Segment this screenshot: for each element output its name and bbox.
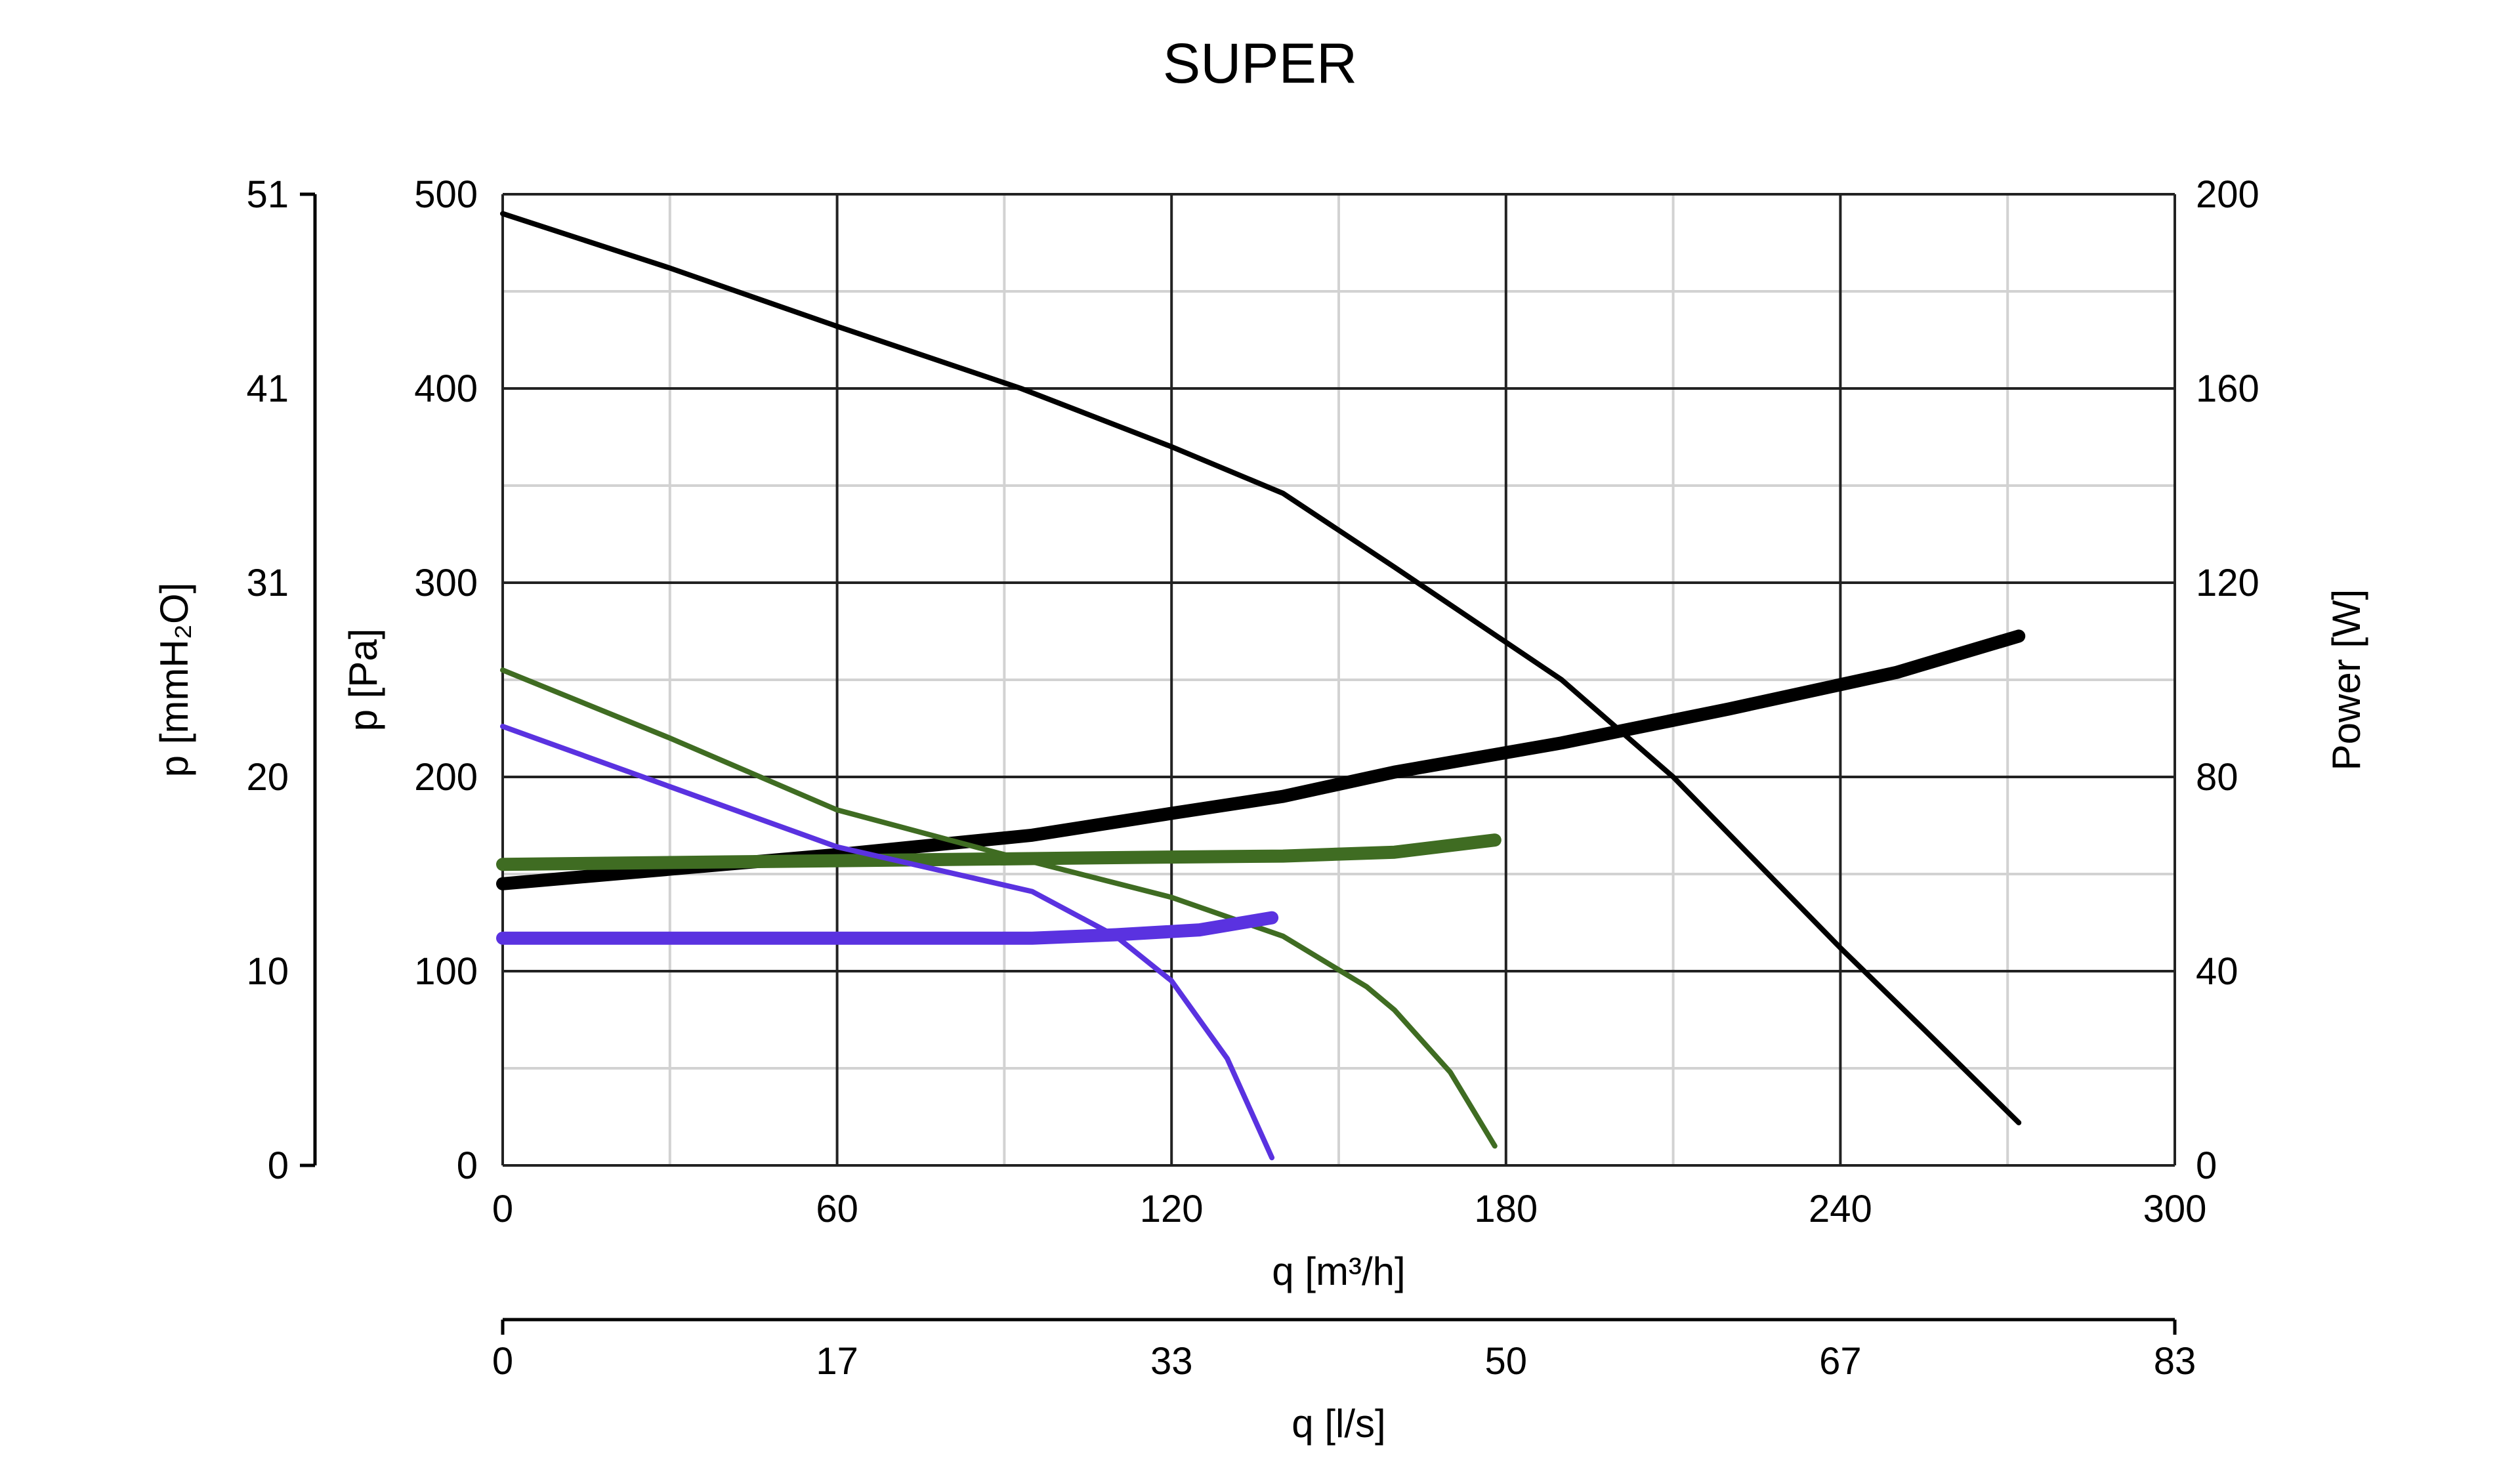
series-line-3 <box>500 667 1498 1149</box>
y-tick-label: 300 <box>414 562 478 604</box>
x-tick-label: 120 <box>1140 1188 1204 1230</box>
y3-tick-label: 120 <box>2196 562 2259 604</box>
axes <box>300 192 2177 1335</box>
y2-tick-label: 31 <box>246 562 289 604</box>
series-line-6 <box>496 911 1279 945</box>
x-tick-label: 180 <box>1474 1188 1538 1230</box>
y3-tick-label: 160 <box>2196 367 2259 410</box>
y3-tick-label: 40 <box>2196 950 2238 993</box>
y2-tick-label: 51 <box>246 173 289 216</box>
y3-axis-label: Power [W] <box>2324 589 2368 771</box>
x2-axis-label: q [l/s] <box>1292 1402 1385 1446</box>
x-tick-label: 60 <box>816 1188 858 1230</box>
series-line-4 <box>496 833 1502 871</box>
x-axis-label: q [m³/h] <box>1272 1249 1405 1293</box>
x2-tick-label: 17 <box>816 1340 858 1383</box>
x2-tick-label: 67 <box>1819 1340 1862 1383</box>
x2-tick-label: 83 <box>2154 1340 2196 1383</box>
series-line-1 <box>500 211 2022 1125</box>
series-line-2 <box>496 629 2026 890</box>
y-tick-label: 0 <box>457 1144 478 1187</box>
minor-grid <box>503 194 2175 1165</box>
y2-tick-label: 10 <box>246 950 289 993</box>
x-tick-label: 0 <box>492 1188 513 1230</box>
y-tick-label: 400 <box>414 367 478 410</box>
x2-tick-label: 50 <box>1485 1340 1528 1383</box>
y2-tick-label: 0 <box>268 1144 289 1187</box>
x-tick-label: 300 <box>2143 1188 2207 1230</box>
y2-tick-label: 41 <box>246 367 289 410</box>
y2-axis-label: p [mmH₂O] <box>152 583 196 778</box>
y2-tick-label: 20 <box>246 756 289 799</box>
x-tick-label: 240 <box>1809 1188 1872 1230</box>
y3-tick-label: 200 <box>2196 173 2259 216</box>
y-tick-label: 100 <box>414 950 478 993</box>
major-grid <box>501 193 2176 1167</box>
y-tick-label: 500 <box>414 173 478 216</box>
y3-tick-label: 80 <box>2196 756 2238 799</box>
y-axis-label: p [Pa] <box>341 629 385 732</box>
y-tick-label: 200 <box>414 756 478 799</box>
x2-tick-label: 0 <box>492 1340 513 1383</box>
chart-title: SUPER <box>1163 32 1357 95</box>
x2-tick-label: 33 <box>1150 1340 1193 1383</box>
series-layer <box>496 211 2026 1161</box>
series-line-5 <box>500 724 1275 1161</box>
y3-tick-label: 0 <box>2196 1144 2217 1187</box>
